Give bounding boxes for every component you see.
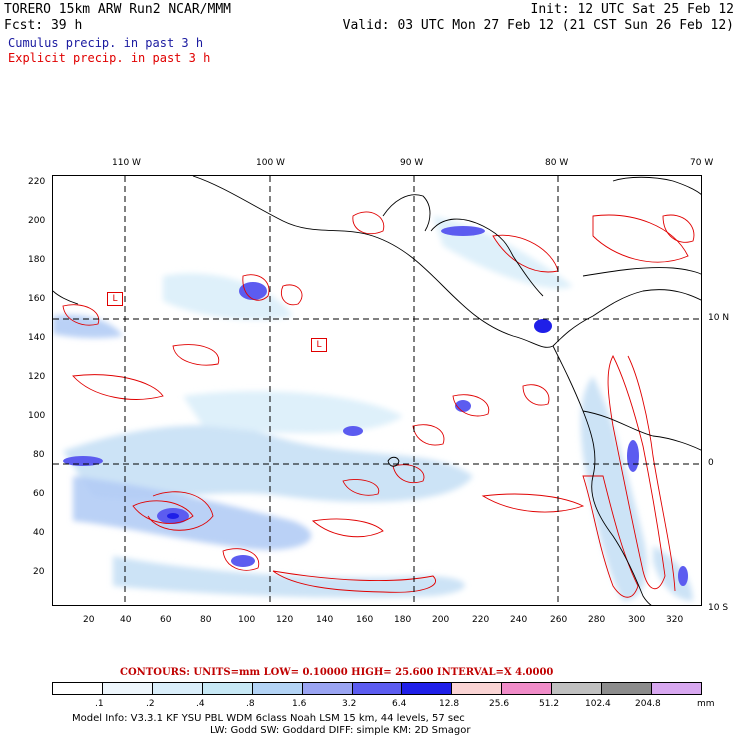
y-tick: 40 <box>33 528 45 538</box>
colorbar-label: 1.6 <box>292 699 307 709</box>
y-tick: 220 <box>28 177 46 187</box>
colorbar-label: .8 <box>246 699 255 709</box>
colorbar-label: 204.8 <box>635 699 661 709</box>
x-tick: 220 <box>472 615 490 625</box>
contours-info: CONTOURS: UNITS=mm LOW= 0.10000 HIGH= 25… <box>120 667 554 678</box>
lon-label-70w: 70 W <box>690 158 714 168</box>
y-tick: 120 <box>28 372 46 382</box>
lon-label-110w: 110 W <box>112 158 141 168</box>
x-tick: 280 <box>588 615 606 625</box>
x-tick: 200 <box>432 615 450 625</box>
model-physics: LW: Godd SW: Goddard DIFF: simple KM: 2D… <box>210 725 471 736</box>
colorbar-swatch <box>302 683 353 694</box>
precip-map: L L <box>52 175 702 606</box>
colorbar-swatch <box>53 683 103 694</box>
header-init-time: Init: 12 UTC Sat 25 Feb 12 <box>530 2 735 17</box>
x-tick: 260 <box>550 615 568 625</box>
colorbar-label: 3.2 <box>342 699 357 709</box>
colorbar-swatch <box>152 683 203 694</box>
colorbar-swatch <box>452 683 503 694</box>
x-tick: 60 <box>160 615 172 625</box>
colorbar-swatch <box>402 683 453 694</box>
colorbar-swatch <box>252 683 303 694</box>
colorbar-swatch <box>502 683 553 694</box>
precip-map-canvas <box>53 176 701 605</box>
y-tick: 80 <box>33 450 45 460</box>
colorbar-swatch <box>652 683 701 694</box>
lat-label-equator: 0 <box>708 458 714 468</box>
x-tick: 40 <box>120 615 132 625</box>
x-tick: 180 <box>394 615 412 625</box>
colorbar-label: .4 <box>196 699 205 709</box>
header-valid-time: Valid: 03 UTC Mon 27 Feb 12 (21 CST Sun … <box>342 18 734 33</box>
x-tick: 140 <box>316 615 334 625</box>
y-tick: 20 <box>33 567 45 577</box>
legend-cumulus: Cumulus precip. in past 3 h <box>8 36 204 50</box>
y-tick: 100 <box>28 411 46 421</box>
x-tick: 240 <box>510 615 528 625</box>
legend-explicit: Explicit precip. in past 3 h <box>8 51 211 65</box>
header-forecast-hour: Fcst: 39 h <box>4 18 83 33</box>
x-tick: 160 <box>356 615 374 625</box>
lon-label-100w: 100 W <box>256 158 285 168</box>
x-tick: 100 <box>238 615 256 625</box>
colorbar-label: .1 <box>95 699 104 709</box>
lon-label-90w: 90 W <box>400 158 424 168</box>
cumulus-precip-cells <box>63 226 688 586</box>
coastlines <box>53 176 701 605</box>
colorbar-label: 12.8 <box>439 699 460 709</box>
low-marker: L <box>311 338 327 352</box>
x-tick: 300 <box>628 615 646 625</box>
colorbar-label: 25.6 <box>489 699 510 709</box>
colorbar-label: 51.2 <box>539 699 560 709</box>
x-tick: 20 <box>83 615 95 625</box>
x-tick: 120 <box>276 615 294 625</box>
colorbar-swatch <box>602 683 653 694</box>
explicit-precip-contours <box>62 211 695 598</box>
x-tick: 80 <box>200 615 212 625</box>
colorbar-swatch <box>352 683 403 694</box>
colorbar-label: .2 <box>146 699 155 709</box>
y-tick: 180 <box>28 255 46 265</box>
lat-lon-grid <box>53 176 701 605</box>
colorbar <box>52 682 702 695</box>
y-tick: 60 <box>33 489 45 499</box>
y-tick: 200 <box>28 216 46 226</box>
x-tick: 320 <box>666 615 684 625</box>
colorbar-label: 6.4 <box>392 699 407 709</box>
lat-label-10s: 10 S <box>708 603 729 613</box>
lon-label-80w: 80 W <box>545 158 569 168</box>
y-tick: 160 <box>28 294 46 304</box>
low-marker: L <box>107 292 123 306</box>
colorbar-swatch <box>552 683 603 694</box>
colorbar-swatch <box>102 683 153 694</box>
lat-label-10n: 10 N <box>708 313 730 323</box>
colorbar-swatch <box>202 683 253 694</box>
model-info: Model Info: V3.3.1 KF YSU PBL WDM 6class… <box>72 713 465 724</box>
y-tick: 140 <box>28 333 46 343</box>
colorbar-unit: mm <box>697 699 715 709</box>
colorbar-label: 102.4 <box>585 699 611 709</box>
header-model-title: TORERO 15km ARW Run2 NCAR/MMM <box>4 2 231 17</box>
